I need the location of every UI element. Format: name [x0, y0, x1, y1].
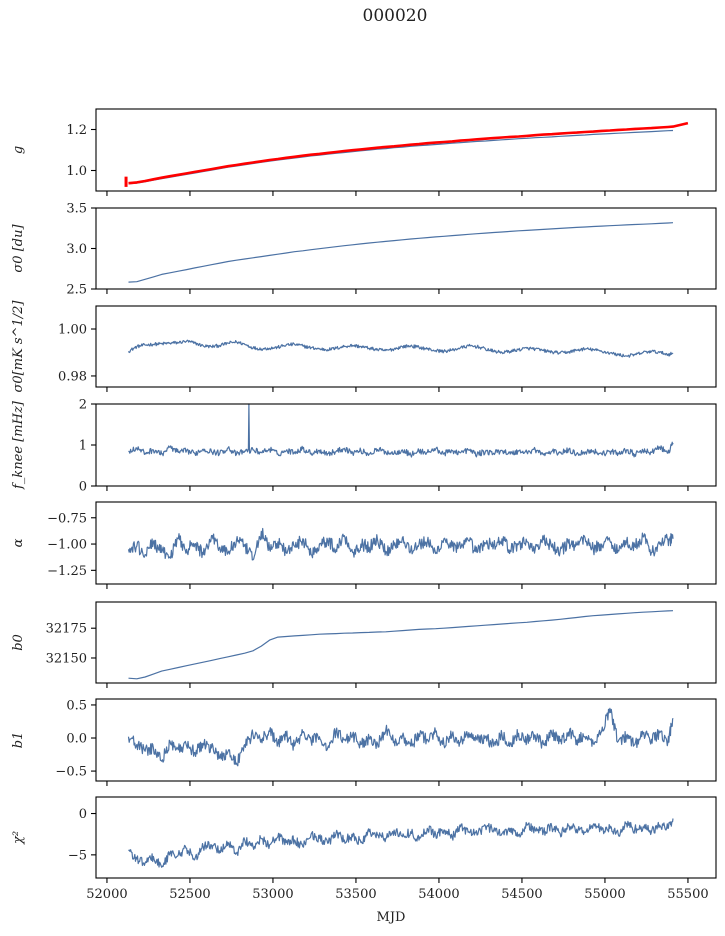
panel-2: 2.5 3.0 3.5 σ0 [du]	[11, 202, 717, 298]
y-tick-label: 0	[79, 480, 87, 495]
y-tick-label: −1.25	[47, 564, 87, 579]
y-tick-label: −5	[68, 848, 87, 863]
panel-5: −1.25 −1.00 −0.75 α	[11, 501, 717, 589]
panel-frame	[95, 796, 717, 879]
panel-1: 1.0 1.2 g	[11, 108, 717, 196]
figure-title: 000020	[362, 6, 428, 26]
y-tick-label: −0.75	[47, 511, 87, 526]
y-tick-label: 1.2	[66, 123, 87, 138]
series-line-alpha	[127, 527, 674, 561]
y-axis-label: f_knee [mHz]	[11, 400, 26, 490]
series-line-g-model	[128, 121, 689, 185]
x-tick-label: 53000	[252, 887, 293, 902]
y-axis-label: b1	[11, 732, 26, 749]
x-tick-label: 53500	[335, 887, 376, 902]
x-tick-label: 54000	[418, 887, 459, 902]
panel-7: −0.5 0.0 0.5 b1	[11, 698, 717, 786]
panel-frame	[95, 501, 717, 585]
x-axis-label: MJD	[377, 910, 406, 925]
panel-frame	[95, 305, 717, 388]
y-axis-label: g	[11, 146, 26, 154]
panel-4: 0 1 2 f_knee [mHz]	[11, 398, 717, 495]
panel-frame	[95, 403, 717, 487]
x-tick-label: 52500	[169, 887, 210, 902]
y-tick-label: 2	[79, 398, 87, 413]
panel-frame	[95, 207, 717, 290]
y-tick-label: 0.0	[66, 732, 87, 747]
y-tick-label: 0	[79, 807, 87, 822]
x-tick-label: 55500	[667, 887, 708, 902]
y-tick-label: 1.0	[66, 164, 87, 179]
y-tick-label: 2.5	[66, 283, 87, 298]
panel-6: 32150 32175 b0	[11, 601, 717, 688]
y-tick-label: 1.00	[58, 323, 87, 338]
y-tick-label: 0.98	[58, 369, 87, 384]
series-line-b0	[128, 610, 674, 680]
y-axis-label: σ0 [du]	[11, 224, 26, 273]
x-tick-label: 52000	[86, 887, 127, 902]
series-line-b1	[127, 707, 674, 767]
y-axis-label: α	[11, 538, 26, 547]
series-line-sigma0_du	[128, 222, 674, 283]
x-tick-label: 54500	[501, 887, 542, 902]
y-tick-label: 32150	[46, 651, 87, 666]
series-line-sigma0_mK	[127, 339, 674, 358]
series-line-chi2	[128, 818, 674, 868]
series-line-g	[128, 129, 674, 185]
y-tick-label: 3.5	[66, 202, 87, 217]
y-axis-label: χ²	[11, 831, 26, 845]
y-tick-label: 0.5	[66, 698, 87, 713]
y-tick-label: 1	[79, 439, 87, 454]
y-tick-label: −0.5	[55, 765, 87, 780]
x-tick-label: 55000	[584, 887, 625, 902]
panel-frame	[95, 601, 717, 684]
panel-frame	[95, 108, 717, 192]
panel-frame	[95, 698, 717, 782]
y-tick-label: 3.0	[66, 242, 87, 257]
y-axis-label: b0	[11, 634, 26, 651]
series-line-fknee	[128, 403, 674, 458]
y-axis-label: σ0[mK s^1/2]	[11, 300, 26, 393]
panel-8: −5 0 52000 52500 53000 53500 54000 54500 55000 55…	[11, 796, 717, 902]
panel-3: 0.98 1.00 σ0[mK s^1/2]	[11, 300, 717, 393]
y-tick-label: 32175	[46, 622, 87, 637]
y-tick-label: −1.00	[47, 538, 87, 553]
